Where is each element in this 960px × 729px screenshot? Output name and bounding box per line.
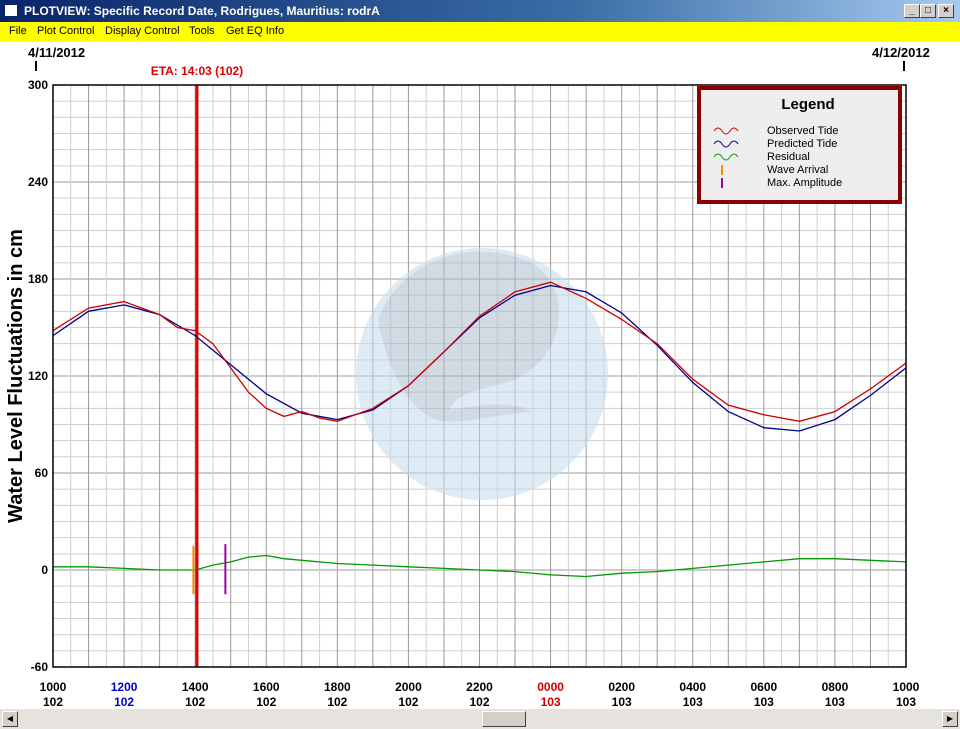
y-tick-label: 300 [28,78,48,92]
marker-layer [192,544,227,595]
x-tick-time-label: 1000 [893,680,920,694]
legend-wave-arrival-label: Wave Arrival [767,164,828,176]
x-tick-time-label: 1400 [182,680,209,694]
observed-tide-line [52,281,907,422]
tick-labels: 300240180120600-601000102120010214001021… [28,78,920,709]
x-tick-time-label: 1200 [111,680,138,694]
x-tick-time-label: 0200 [608,680,635,694]
date-start-label: 4/11/2012 [28,45,85,60]
x-tick-day-label: 103 [612,695,632,709]
series-layer [52,281,907,578]
legend: Legend Observed Tide Predicted Tide Resi… [697,86,902,204]
noaa-watermark-logo [356,248,608,500]
legend-swatch-observed [713,127,739,135]
scroll-left-arrow-icon[interactable]: ◀ [2,711,18,727]
scroll-thumb[interactable] [482,711,526,727]
x-tick-time-label: 1600 [253,680,280,694]
legend-max-amplitude-label: Max. Amplitude [767,177,842,189]
y-axis-label: Water Level Fluctuations in cm [5,229,27,523]
x-tick-time-label: 1000 [40,680,67,694]
x-tick-day-label: 102 [398,695,418,709]
residual-line [53,554,907,578]
y-tick-label: 180 [28,272,48,286]
x-tick-time-label: 0800 [822,680,849,694]
x-tick-day-label: 103 [825,695,845,709]
x-tick-day-label: 102 [469,695,489,709]
y-tick-label: 60 [35,466,49,480]
legend-residual-label: Residual [767,151,810,163]
x-tick-time-label: 2200 [466,680,493,694]
legend-swatch-predicted [713,140,739,148]
x-tick-time-label: 2000 [395,680,422,694]
y-tick-label: 120 [28,369,48,383]
x-tick-day-label: 102 [114,695,134,709]
legend-title: Legend [781,96,834,113]
date-end-label: 4/12/2012 [872,45,930,60]
menu-display-control[interactable]: Display Control [105,25,180,37]
x-tick-time-label: 0600 [750,680,777,694]
y-tick-label: 0 [41,563,48,577]
menu-bar: File Plot Control Display Control Tools … [0,22,960,42]
legend-box [697,86,902,204]
legend-observed-label: Observed Tide [767,125,839,137]
minimize-button[interactable]: _ [904,4,920,18]
y-tick-label: 240 [28,175,48,189]
x-tick-day-label: 102 [327,695,347,709]
x-tick-day-label: 103 [683,695,703,709]
x-tick-day-label: 102 [185,695,205,709]
maximize-button[interactable]: □ [920,4,936,18]
legend-swatch-residual [713,153,739,161]
close-button[interactable]: × [938,4,954,18]
x-tick-time-label: 1800 [324,680,351,694]
menu-plot-control[interactable]: Plot Control [37,25,95,37]
title-bar: PLOTVIEW: Specific Record Date, Rodrigue… [0,0,960,22]
legend-predicted-label: Predicted Tide [767,138,837,150]
y-tick-label: -60 [31,660,49,674]
menu-get-eq-info[interactable]: Get EQ Info [226,25,285,37]
x-tick-day-label: 103 [754,695,774,709]
plot-frame [52,84,907,668]
horizontal-scrollbar[interactable]: ◀ ▶ [0,709,960,729]
predicted-tide-line [52,284,907,432]
x-tick-day-label: 103 [896,695,916,709]
eta-label: ETA: 14:03 (102) [151,64,243,78]
app-icon [4,4,18,17]
x-tick-time-label: 0000 [537,680,564,694]
x-tick-day-label: 102 [256,695,276,709]
x-tick-time-label: 0400 [679,680,706,694]
scroll-right-arrow-icon[interactable]: ▶ [942,711,958,727]
x-tick-day-label: 102 [43,695,63,709]
window-title: PLOTVIEW: Specific Record Date, Rodrigue… [24,4,380,18]
menu-file[interactable]: File [9,25,27,37]
menu-tools[interactable]: Tools [189,25,215,37]
x-tick-day-label: 103 [541,695,561,709]
